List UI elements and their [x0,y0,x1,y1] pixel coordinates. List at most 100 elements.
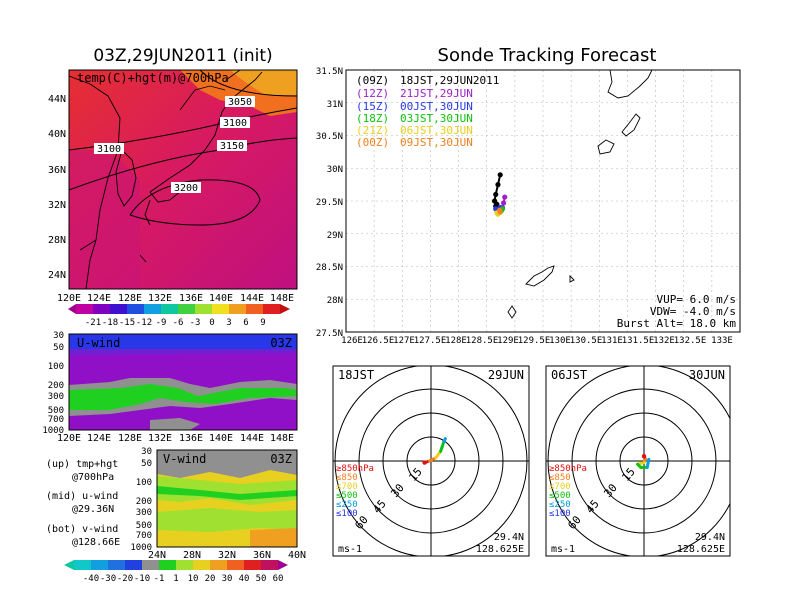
param-vup: VUP= 6.0 m/s [657,293,736,306]
tick-label: 40N [288,550,306,561]
hodograph-jst: 06JST [551,368,587,382]
tick-label: 32N [48,200,66,211]
hodograph-level-legend: ≥850hPa ≤850 ≤700 ≤500 ≤250 ≤100 [336,464,374,519]
track-params: VUP= 6.0 m/s VDW= -4.0 m/s Burst Alt= 18… [617,293,737,330]
contour-label-3100-east: 3100 [220,117,250,129]
svg-text:≥850hPa: ≥850hPa [336,464,374,474]
track-point [493,191,499,198]
track-plot [346,70,740,332]
uwind-panel [69,334,297,430]
track-grid [346,70,740,332]
svg-text:3200: 3200 [174,183,198,194]
track-series [491,172,508,217]
tick-label: 24N [48,270,66,281]
temp-colorbar [68,304,290,314]
tick-label: 9 [260,318,265,328]
tick-label: 144E [240,433,264,444]
svg-text:≤850: ≤850 [549,473,571,483]
legend-entry-12z: (12Z) 21JST,29JUN [356,87,473,100]
note-line: (bot) v-wind [46,524,118,535]
svg-text:≤100: ≤100 [336,509,358,519]
tick-label: 44N [48,94,66,105]
tick-label: 131.5E [622,336,655,346]
svg-text:3150: 3150 [220,141,244,152]
svg-text:≤100: ≤100 [549,509,571,519]
track-lon-ticks: 126E 126.5E 127E 127.5E 128E 128.5E 129E… [341,336,733,346]
tick-label: 28N [327,296,343,306]
svg-text:00JST,30JUN: 00JST,30JUN [400,100,473,113]
temp-map [69,70,297,289]
hodograph-date: 30JUN [689,368,725,382]
tick-label: 1 [173,574,178,584]
note-line: @128.66E [72,537,120,548]
uwind-label: U-wind [77,336,120,350]
hodograph-segment [645,457,651,469]
tick-label: -20 [117,574,133,584]
hodograph-rings [333,366,529,556]
tick-label: 36N [253,550,271,561]
uwind-frame [68,333,298,431]
svg-text:≤700: ≤700 [549,482,571,492]
svg-text:18JST,29JUN2011: 18JST,29JUN2011 [400,74,499,87]
tick-label: 40 [239,574,250,584]
tick-label: 10 [188,574,199,584]
svg-text:≤500: ≤500 [336,491,358,501]
tick-label: -3 [190,318,201,328]
uwind-time: 03Z [270,336,292,350]
tick-label: 100 [48,362,64,372]
svg-text:(12Z): (12Z) [356,87,389,100]
hodograph-1-trace [422,437,447,465]
tick-label: 132E [148,433,172,444]
track-legend: (09Z) 18JST,29JUN2011 (12Z) 21JST,29JUN … [356,74,499,149]
param-vdw: VDW= -4.0 m/s [650,305,736,318]
tick-label: 30 [53,331,64,341]
hodograph-unit: ms-1 [338,544,362,555]
tick-label: 500 [136,521,152,531]
tick-label: 30N [327,165,343,175]
tick-label: -30 [100,574,116,584]
tick-label: -1 [154,574,165,584]
tick-label: -6 [173,318,184,328]
tick-label: -9 [156,318,167,328]
tick-label: 144E [240,293,264,304]
tick-label: 129.5E [518,336,551,346]
tick-label: 300 [136,508,152,518]
svg-text:3100: 3100 [223,118,247,129]
tick-label: 31N [327,100,343,110]
legend-entry-09z: (09Z) 18JST,29JUN2011 [356,74,499,87]
tick-label: 127.5E [414,336,447,346]
tick-label: 700 [48,415,64,425]
tick-label: -21 [85,318,101,328]
tick-label: 100 [136,478,152,488]
track-frame [345,69,741,333]
tick-label: 127E [393,336,415,346]
svg-text:(09Z): (09Z) [356,74,389,87]
tick-label: 28N [183,550,201,561]
vwind-lat-ticks: 24N 28N 32N 36N 40N [148,550,306,561]
tick-label: 132E [653,336,675,346]
uwind-lon-ticks: 120E 124E 128E 132E 136E 140E 144E 148E [57,433,294,444]
tick-label: 300 [48,392,64,402]
uwind-pressure-ticks: 30 50 100 200 300 500 700 1000 [42,331,64,436]
track-point [501,200,507,206]
hodograph-lat: 29.4N [494,532,524,543]
tick-label: 31.5N [316,67,343,77]
temp-map-lat-ticks: 44N 40N 36N 32N 28N 24N [48,94,66,281]
tick-label: 200 [48,381,64,391]
hodograph-2-trace [636,454,651,469]
tick-label: 500 [48,406,64,416]
tick-label: 120E [57,293,81,304]
svg-text:(00Z): (00Z) [356,136,389,149]
tick-label: -10 [134,574,150,584]
tick-label: 0 [209,318,214,328]
svg-text:≤850: ≤850 [336,473,358,483]
temp-colorbar-labels: -21 -18 -15 -12 -9 -6 -3 0 3 6 9 [85,318,266,328]
tick-label: 60 [273,574,284,584]
svg-text:(18Z): (18Z) [356,112,389,125]
tick-label: -18 [102,318,118,328]
tick-label: 50 [53,343,64,353]
tick-label: 130E [549,336,571,346]
track-point [494,201,500,207]
temp-map-label: temp(C)+hgt(m)@700hPa [77,71,229,85]
